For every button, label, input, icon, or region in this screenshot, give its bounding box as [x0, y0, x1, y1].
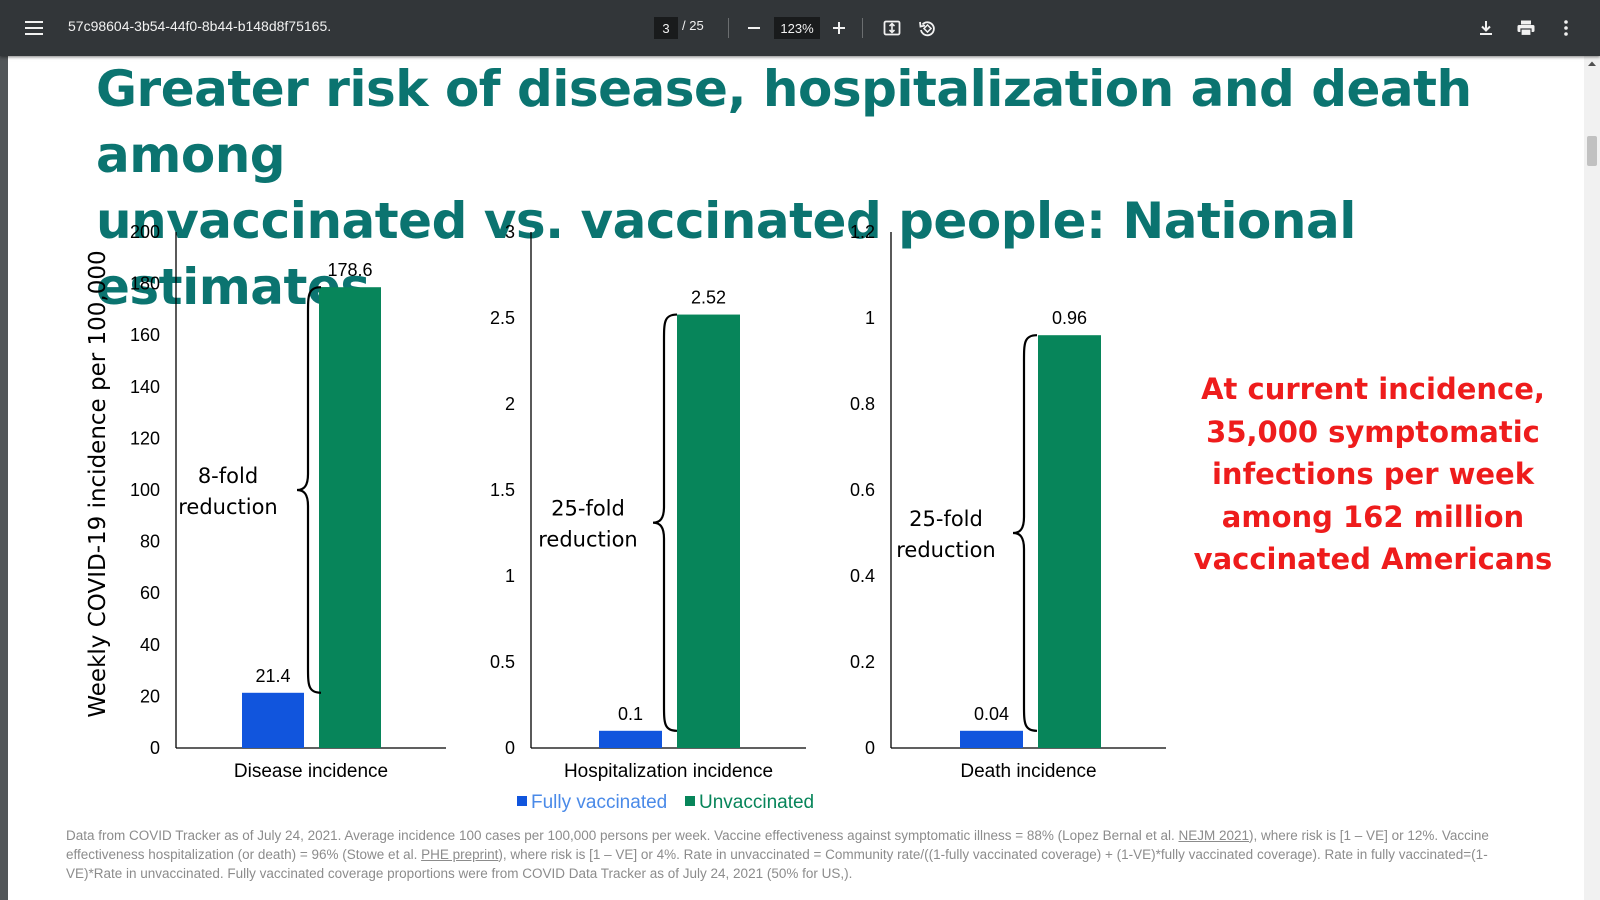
y-tick-label: 0: [150, 738, 160, 758]
zoom-out-button[interactable]: [740, 14, 768, 42]
fit-to-page-button[interactable]: [878, 14, 906, 42]
footnote-text: ), where risk is [1 – VE] or 12%. Vaccin…: [66, 828, 1489, 862]
y-tick-label: 160: [130, 325, 160, 345]
y-tick-label: 3: [505, 222, 515, 242]
y-tick-label: 0.5: [490, 652, 515, 672]
bar-fully-vaccinated: [242, 692, 304, 748]
legend-swatch-unvaccinated: [685, 796, 695, 806]
legend-swatch-fully-vaccinated: [517, 796, 527, 806]
more-options-icon: [1564, 20, 1568, 36]
y-tick-label: 0.4: [850, 566, 875, 586]
zoom-in-button[interactable]: [825, 14, 853, 42]
reduction-annotation: reduction: [538, 528, 638, 552]
print-button[interactable]: [1512, 14, 1540, 42]
reduction-annotation: 8-fold: [198, 464, 258, 488]
scrollbar-thumb[interactable]: [1587, 136, 1597, 166]
document-title: 57c98604-3b54-44f0-8b44-b148d8f75165.: [68, 18, 332, 34]
reduction-brace: [296, 286, 322, 694]
data-label: 21.4: [255, 666, 290, 686]
y-tick-label: 120: [130, 428, 160, 448]
bar-unvaccinated: [677, 314, 740, 748]
y-tick-label: 1: [865, 308, 875, 328]
y-tick-label: 0.8: [850, 394, 875, 414]
side-note-line: infections per week: [1211, 457, 1535, 491]
data-label: 2.52: [691, 288, 726, 308]
x-axis-label: Hospitalization incidence: [564, 761, 773, 782]
y-tick-label: 2.5: [490, 308, 515, 328]
y-tick-label: 0.6: [850, 480, 875, 500]
legend-label: Fully vaccinated: [531, 792, 667, 813]
zoom-out-icon: [748, 27, 760, 29]
rotate-icon: [919, 21, 935, 37]
zoom-level-input[interactable]: [774, 17, 820, 39]
bar-unvaccinated: [1038, 335, 1101, 748]
reduction-annotation: reduction: [896, 538, 996, 562]
data-label: 0.1: [618, 704, 643, 724]
reduction-annotation: 25-fold: [551, 497, 625, 521]
x-axis-label: Death incidence: [960, 761, 1096, 782]
y-tick-label: 1.5: [490, 480, 515, 500]
y-tick-label: 0: [865, 738, 875, 758]
print-icon: [1517, 20, 1535, 36]
page-number-input[interactable]: [654, 17, 678, 39]
incidence-bar-chart: 02040608010012014016018020021.4178.6Dise…: [85, 222, 1166, 813]
reduction-brace: [1012, 334, 1038, 732]
phe-preprint-link[interactable]: PHE preprint: [421, 847, 499, 862]
data-label: 0.96: [1052, 308, 1087, 328]
footnote-text: Data from COVID Tracker as of July 24, 2…: [66, 828, 1179, 843]
y-tick-label: 0.2: [850, 652, 875, 672]
y-tick-label: 20: [140, 686, 160, 706]
menu-icon: [25, 21, 43, 35]
more-options-button[interactable]: [1552, 14, 1580, 42]
side-note-line: vaccinated Americans: [1193, 542, 1553, 576]
y-axis-title: Weekly COVID-19 incidence per 100,000: [85, 250, 111, 717]
data-label: 0.04: [974, 704, 1009, 724]
reduction-annotation: 25-fold: [909, 507, 983, 531]
zoom-in-icon: [833, 22, 845, 34]
y-tick-label: 80: [140, 532, 160, 552]
nejm-link[interactable]: NEJM 2021: [1178, 828, 1250, 843]
vertical-scrollbar[interactable]: [1584, 56, 1600, 900]
bar-fully-vaccinated: [599, 730, 662, 748]
page-total: / 25: [682, 18, 704, 33]
y-tick-label: 140: [130, 377, 160, 397]
y-tick-label: 2: [505, 394, 515, 414]
y-tick-label: 1.2: [850, 222, 875, 242]
toolbar-divider: [728, 18, 729, 38]
pdf-toolbar: 57c98604-3b54-44f0-8b44-b148d8f75165. / …: [0, 0, 1600, 56]
slide-title-line-1: Greater risk of disease, hospitalization…: [96, 60, 1472, 184]
y-tick-label: 200: [130, 222, 160, 242]
bar-fully-vaccinated: [960, 730, 1023, 748]
data-label: 178.6: [327, 260, 372, 280]
fit-page-icon: [883, 20, 901, 36]
scroll-up-button[interactable]: [1584, 56, 1600, 72]
footnote: Data from COVID Tracker as of July 24, 2…: [66, 826, 1516, 883]
y-tick-label: 180: [130, 274, 160, 294]
side-note-line: At current incidence,: [1201, 372, 1545, 406]
menu-button[interactable]: [18, 14, 50, 42]
side-note: At current incidence, 35,000 symptomatic…: [1193, 368, 1553, 581]
y-tick-label: 100: [130, 480, 160, 500]
y-tick-label: 0: [505, 738, 515, 758]
reduction-brace: [652, 313, 678, 732]
y-tick-label: 1: [505, 566, 515, 586]
toolbar-divider: [862, 18, 863, 38]
side-note-line: among 162 million: [1221, 499, 1525, 534]
download-icon: [1480, 21, 1492, 35]
footnote-text: ), where risk is [1 – VE] or 4%. Rate in…: [66, 847, 1488, 881]
rotate-button[interactable]: [913, 14, 941, 42]
scroll-up-icon: [1588, 61, 1596, 66]
download-button[interactable]: [1472, 14, 1500, 42]
reduction-annotation: reduction: [178, 495, 278, 519]
slide-title: Greater risk of disease, hospitalization…: [96, 56, 1496, 320]
x-axis-label: Disease incidence: [234, 761, 388, 782]
bar-unvaccinated: [319, 287, 381, 748]
y-tick-label: 60: [140, 583, 160, 603]
legend-label: Unvaccinated: [699, 792, 814, 813]
side-note-line: 35,000 symptomatic: [1206, 414, 1540, 449]
pdf-page: Greater risk of disease, hospitalization…: [8, 56, 1584, 900]
y-tick-label: 40: [140, 635, 160, 655]
